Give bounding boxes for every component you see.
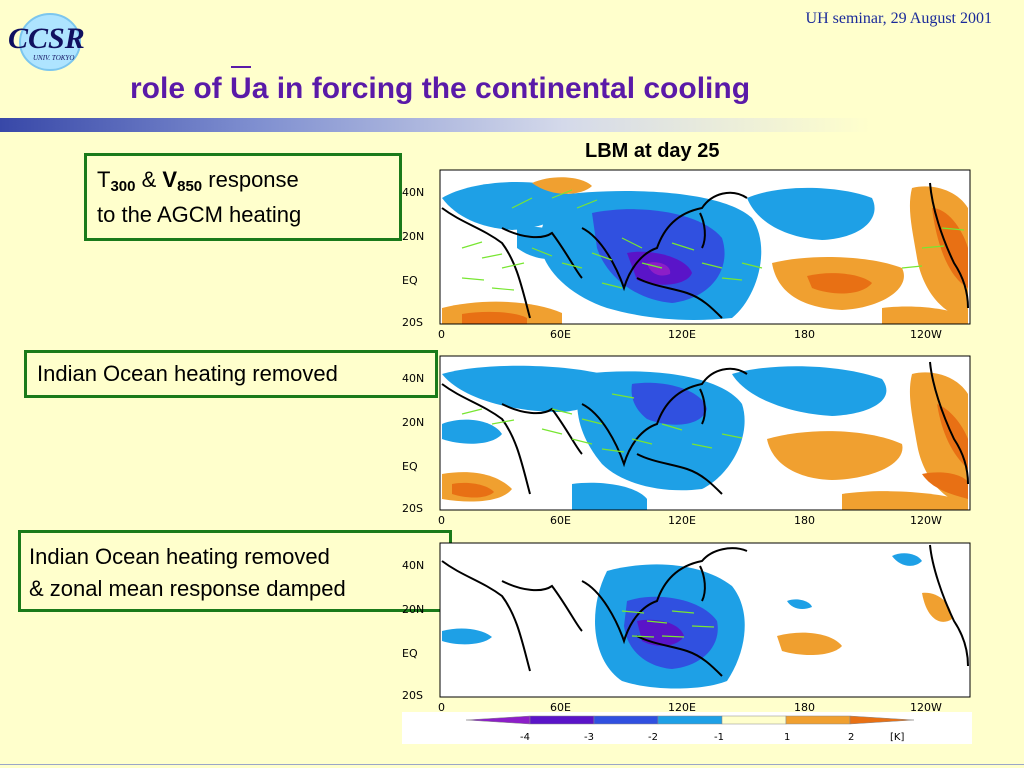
lat-label: 20N	[402, 416, 424, 429]
logo-text: CCSR	[8, 22, 85, 55]
lon-label: 120E	[668, 514, 696, 527]
label-box-io-removed: Indian Ocean heating removed	[24, 350, 438, 398]
box2-text: Indian Ocean heating removed	[37, 361, 338, 386]
wind-vectors	[621, 610, 715, 638]
v-subscript: 850	[177, 178, 203, 195]
wind-vectors	[461, 393, 743, 453]
box1-line1: T300 & V850 response	[97, 166, 389, 201]
lon-labels: 0 60E 120E 180 120W	[438, 701, 942, 714]
lat-label: 40N	[402, 559, 424, 572]
wind-vectors	[461, 189, 965, 291]
warming-shading	[777, 592, 952, 656]
colorbar-label: -3	[584, 732, 594, 743]
lat-label: 20N	[402, 603, 424, 616]
cb-swatch-6	[785, 715, 851, 725]
colorbar-label: [K]	[890, 732, 904, 743]
lat-label: 40N	[402, 372, 424, 385]
ampersand: &	[141, 167, 157, 192]
lat-label: 20N	[402, 230, 424, 243]
lon-label: 120W	[910, 701, 942, 714]
lat-label: 20S	[402, 689, 423, 702]
label-box-io-removed-damped: Indian Ocean heating removed & zonal mea…	[18, 530, 452, 612]
lon-label: 180	[794, 701, 815, 714]
map-panel-io-removed-damped: 40N 20N EQ 20S 0 60E 120E 180 120W	[402, 542, 971, 714]
lon-label: 120E	[668, 328, 696, 341]
cb-swatch-7	[849, 715, 915, 725]
header-note: UH seminar, 29 August 2001	[805, 10, 992, 27]
t-subscript: 300	[110, 178, 136, 195]
colorbar-labels: -4 -3 -2 -1 1 2 [K]	[520, 732, 904, 743]
cooling-shading	[442, 182, 875, 320]
colorbar-label: -4	[520, 732, 530, 743]
colorbar-swatches	[465, 715, 915, 725]
coastlines	[441, 182, 969, 319]
coastlines	[441, 544, 969, 677]
colorbar-label: -1	[714, 732, 724, 743]
map-frame	[439, 355, 971, 511]
lon-labels: 0 60E 120E 180 120W	[438, 328, 942, 341]
ccsr-logo: CCSR UNIV. TOKYO	[8, 13, 85, 71]
cooling-shading	[442, 553, 922, 689]
lon-label: 60E	[550, 701, 571, 714]
lon-label: 120W	[910, 514, 942, 527]
lon-label: 120E	[668, 701, 696, 714]
t-symbol: T	[97, 167, 111, 192]
slide-title: role of Ua in forcing the continental co…	[130, 66, 751, 106]
cb-swatch-2	[529, 715, 595, 725]
box3-line1: Indian Ocean heating removed	[29, 544, 330, 569]
lat-label: 40N	[402, 186, 424, 199]
lon-label: 120W	[910, 328, 942, 341]
lat-labels: 40N 20N EQ 20S	[402, 559, 424, 702]
lat-label: EQ	[402, 647, 418, 660]
lon-label: 0	[438, 328, 445, 341]
box1-line2: to the AGCM heating	[97, 202, 302, 227]
box3-line2: & zonal mean response damped	[29, 576, 346, 601]
title-suffix: a in forcing the continental cooling	[251, 72, 751, 105]
lat-labels: 40N 20N EQ 20S	[402, 186, 424, 329]
lat-label: EQ	[402, 460, 418, 473]
lon-label: 0	[438, 701, 445, 714]
cb-swatch-5	[721, 715, 787, 725]
title-gradient-bar	[0, 118, 1024, 132]
lbm-caption: LBM at day 25	[585, 140, 720, 162]
colorbar: -4 -3 -2 -1 1 2 [K]	[402, 712, 972, 744]
lon-label: 60E	[550, 514, 571, 527]
colorbar-label: -2	[648, 732, 658, 743]
lat-label: 20S	[402, 502, 423, 515]
v-symbol: V	[162, 167, 178, 192]
colorbar-label: 1	[784, 732, 790, 743]
lon-label: 180	[794, 328, 815, 341]
box1-response-word: response	[208, 167, 299, 192]
warming-shading	[442, 177, 968, 324]
map-frame	[439, 542, 971, 698]
title-u-overbar: U	[230, 66, 252, 105]
footer-line	[0, 764, 1024, 765]
map-frame	[439, 169, 971, 325]
label-box-full-response: T300 & V850 response to the AGCM heating	[84, 153, 402, 241]
lon-label: 60E	[550, 328, 571, 341]
cb-swatch-4	[657, 715, 723, 725]
lon-label: 0	[438, 514, 445, 527]
lat-label: EQ	[402, 274, 418, 287]
title-prefix: role of	[130, 72, 231, 105]
colorbar-label: 2	[848, 732, 854, 743]
map-panel-full-response: 40N 20N EQ 20S 0 60E 120E 180 120W	[402, 169, 971, 341]
logo-subtext: UNIV. TOKYO	[33, 54, 74, 62]
lon-label: 180	[794, 514, 815, 527]
map-panel-io-removed: 40N 20N EQ 20S 0 60E 120E 180 120W	[402, 355, 971, 527]
cb-swatch-3	[593, 715, 659, 725]
lat-labels: 40N 20N EQ 20S	[402, 372, 424, 515]
lat-label: 20S	[402, 316, 423, 329]
lon-labels: 0 60E 120E 180 120W	[438, 514, 942, 527]
